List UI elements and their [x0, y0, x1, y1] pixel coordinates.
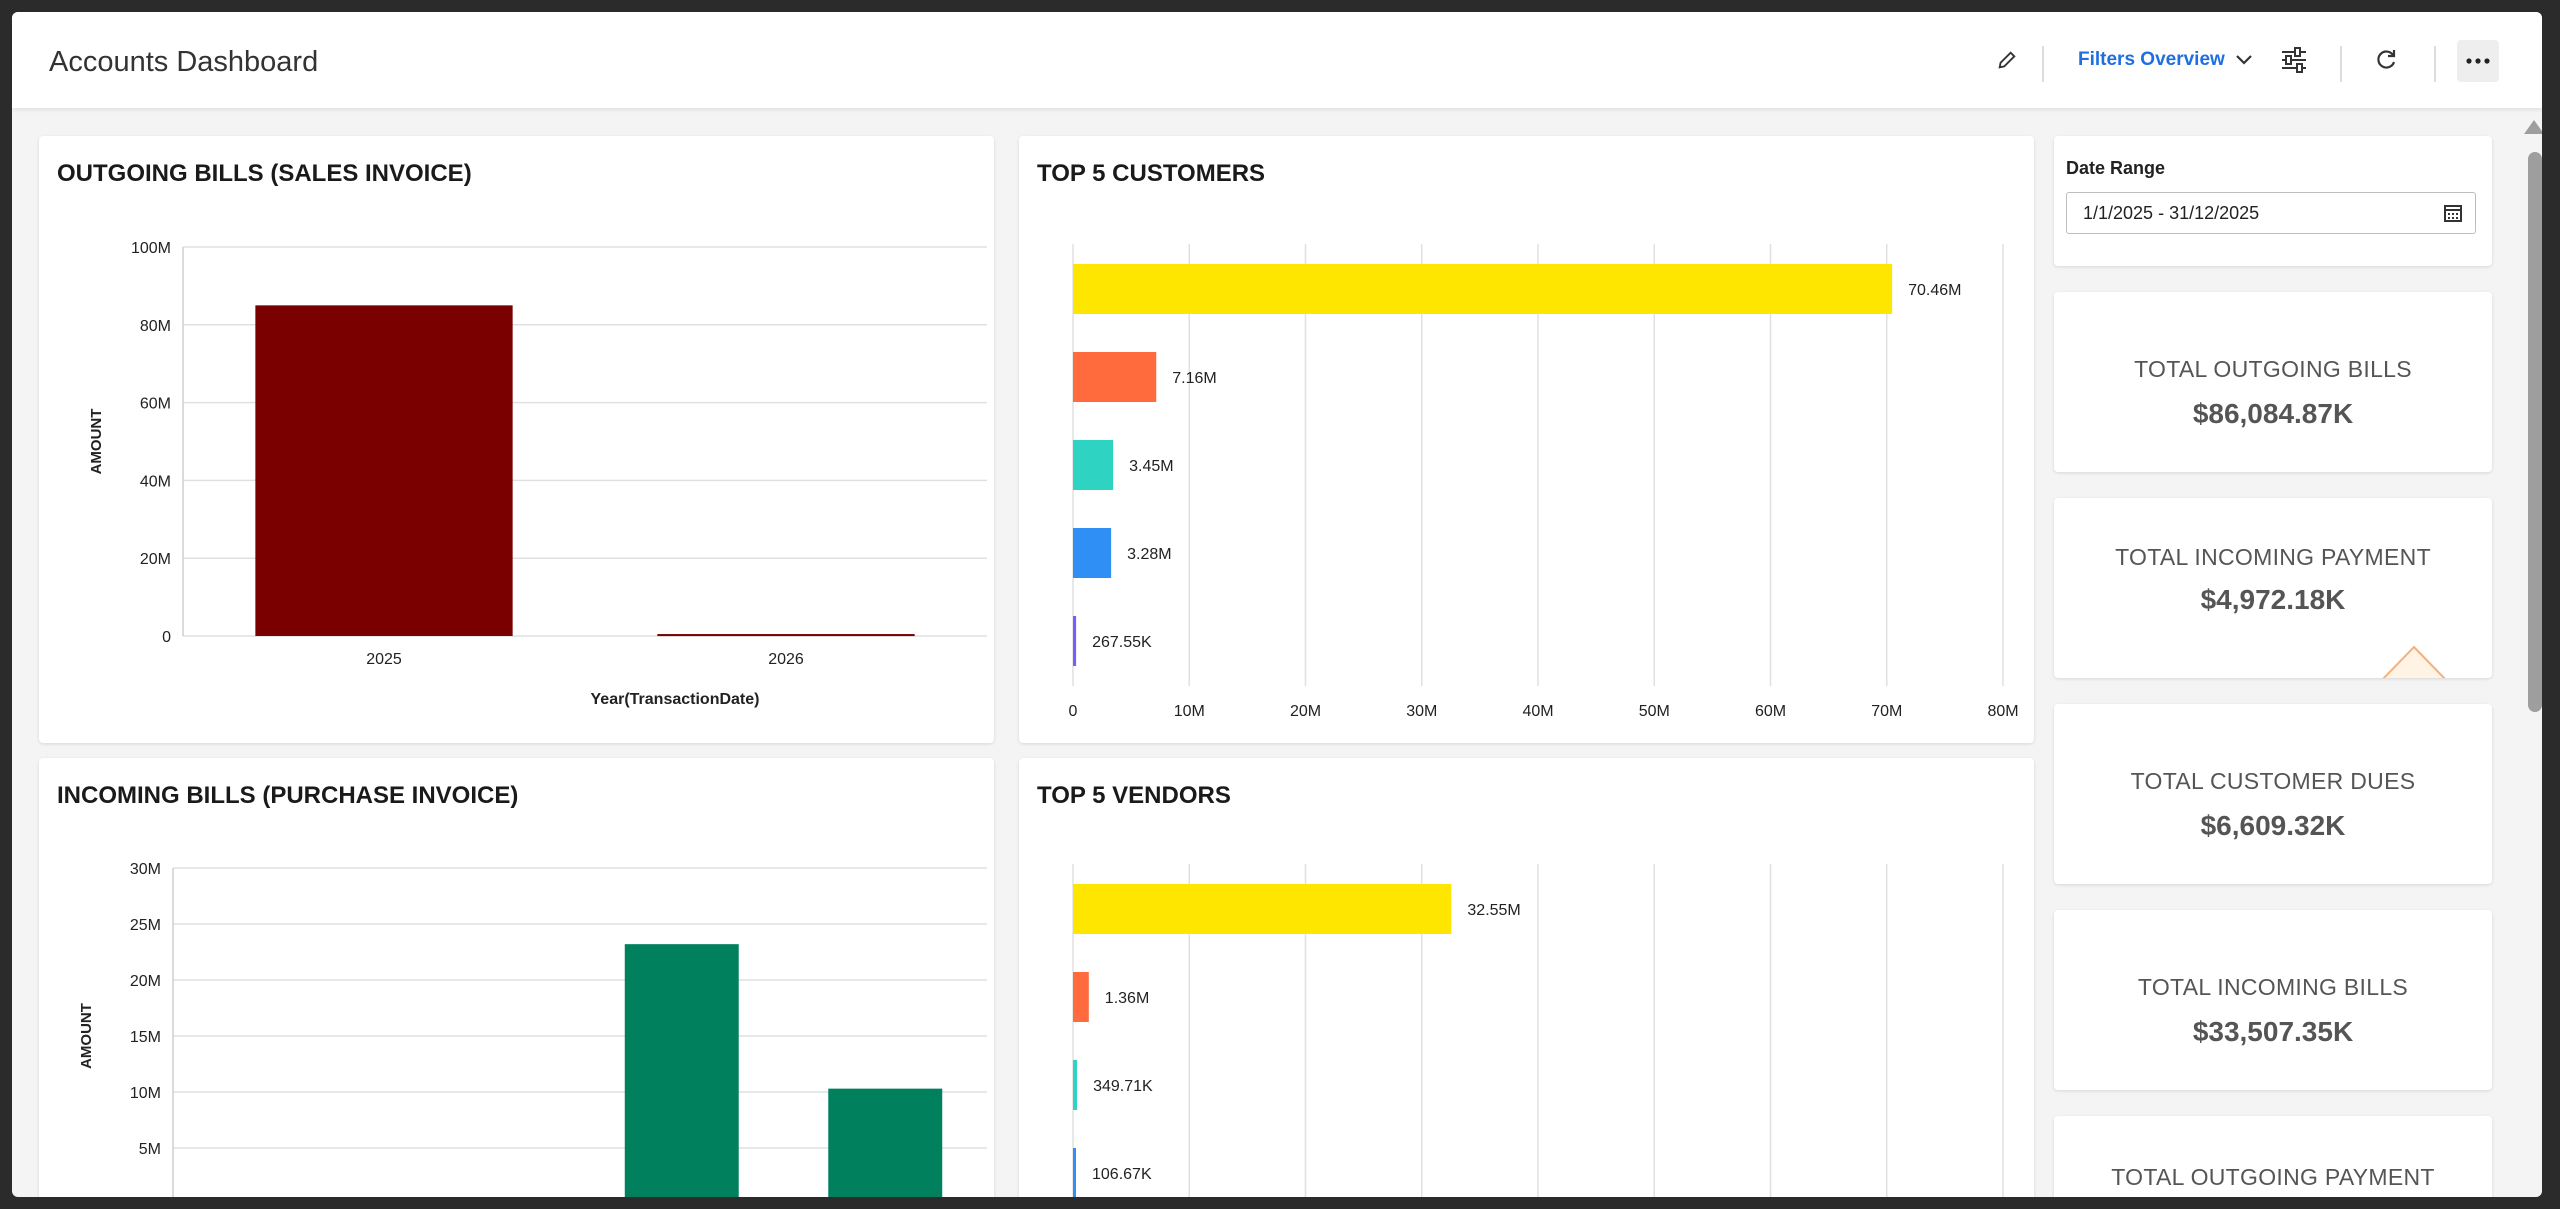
- bar: [1073, 1060, 1078, 1110]
- filter-settings-button[interactable]: [2276, 42, 2312, 78]
- bar: [657, 634, 915, 637]
- top-customers-chart: 0 10M 20M 30M 40M 50M 60M 70M 80M 70.46M 7.16M 3.45…: [1069, 244, 2019, 720]
- kpi-value: $86,084.87K: [2192, 398, 2354, 429]
- data-label: 70.46M: [1908, 282, 1961, 299]
- kpi-label: TOTAL OUTGOING PAYMENT: [2111, 1164, 2435, 1190]
- y-tick-label: 10M: [130, 1085, 161, 1102]
- x-tick-label: 50M: [1639, 703, 1670, 720]
- kpi-label: TOTAL INCOMING BILLS: [2137, 974, 2409, 1000]
- date-range-input[interactable]: 1/1/2025 - 31/12/2025: [2066, 192, 2476, 234]
- outgoing-bills-chart: 0 20M 40M 60M 80M 100M 2025 2026 AMOUNT Year(Tran…: [88, 240, 987, 708]
- data-label: 106.67K: [1092, 1166, 1152, 1183]
- bar: [255, 305, 513, 636]
- more-options-button[interactable]: [2457, 40, 2499, 82]
- y-tick-label: 30M: [130, 861, 161, 878]
- bar: [1073, 352, 1157, 402]
- y-tick-label: 20M: [140, 551, 171, 568]
- kpi-label: TOTAL INCOMING PAYMENT: [2115, 544, 2431, 570]
- pencil-icon: [1998, 51, 2016, 69]
- kpi-card-total-incoming-bills[interactable]: TOTAL INCOMING BILLS $33,507.35K: [2054, 910, 2492, 1090]
- incoming-bills-card: INCOMING BILLS (PURCHASE INVOICE) 0 5M 10M…: [39, 758, 994, 1197]
- kpi-label: TOTAL OUTGOING BILLS: [2134, 356, 2412, 382]
- header-divider: [2340, 46, 2342, 82]
- scrollbar-thumb[interactable]: [2528, 152, 2542, 712]
- chevron-down-icon: [2236, 55, 2252, 65]
- bar: [828, 1088, 943, 1197]
- kpi-card-total-incoming-payment[interactable]: TOTAL INCOMING PAYMENT $4,972.18K: [2054, 498, 2492, 678]
- bar: [1073, 972, 1089, 1022]
- chart-title: TOP 5 CUSTOMERS: [1037, 160, 1266, 187]
- x-tick-label: 80M: [1987, 703, 2018, 720]
- top-vendors-card: TOP 5 VENDORS 32.55M 1.36M 349.71K 106.67K: [1019, 758, 2034, 1197]
- filters-overview-label: Filters Overview: [2078, 49, 2225, 70]
- dashboard-window: Accounts Dashboard Filters Overview: [12, 12, 2542, 1197]
- data-label: 1.36M: [1105, 990, 1149, 1007]
- y-tick-label: 20M: [130, 973, 161, 990]
- bar: [1073, 264, 1893, 314]
- trend-indicator-icon: [2382, 645, 2446, 678]
- data-label: 3.45M: [1129, 458, 1173, 475]
- date-range-label: Date Range: [2066, 158, 2166, 178]
- kpi-value: $6,609.32K: [2200, 810, 2346, 841]
- data-label: 7.16M: [1172, 370, 1216, 387]
- x-tick-label: 2026: [768, 651, 804, 668]
- x-tick-label: 60M: [1755, 703, 1786, 720]
- date-range-value: 1/1/2025 - 31/12/2025: [2083, 202, 2260, 223]
- x-tick-label: 0: [1069, 703, 1078, 720]
- bar: [1073, 1148, 1076, 1197]
- bar: [1073, 440, 1114, 490]
- refresh-button[interactable]: [2368, 42, 2404, 78]
- bar: [624, 944, 739, 1197]
- x-axis-title: Year(TransactionDate): [591, 691, 760, 708]
- x-tick-label: 2025: [366, 651, 402, 668]
- data-label: 3.28M: [1127, 546, 1171, 563]
- edit-button[interactable]: [1989, 42, 2025, 78]
- x-tick-label: 70M: [1871, 703, 1902, 720]
- bar: [1073, 528, 1112, 578]
- y-tick-label: 25M: [130, 917, 161, 934]
- page-title: Accounts Dashboard: [49, 46, 319, 78]
- outgoing-bills-card: OUTGOING BILLS (SALES INVOICE) 0 20M 40M 60…: [39, 136, 994, 743]
- data-label: 267.55K: [1092, 634, 1152, 651]
- chart-title: OUTGOING BILLS (SALES INVOICE): [57, 160, 472, 187]
- data-label: 32.55M: [1467, 902, 1520, 919]
- y-tick-label: 40M: [140, 473, 171, 490]
- top-vendors-chart: 32.55M 1.36M 349.71K 106.67K: [1072, 864, 2004, 1197]
- bar: [1073, 616, 1077, 666]
- kpi-value: $33,507.35K: [2192, 1016, 2354, 1047]
- chart-title: TOP 5 VENDORS: [1037, 782, 1231, 809]
- x-tick-label: 40M: [1522, 703, 1553, 720]
- y-tick-label: 15M: [130, 1029, 161, 1046]
- kpi-card-total-outgoing-bills[interactable]: TOTAL OUTGOING BILLS $86,084.87K: [2054, 292, 2492, 472]
- data-label: 349.71K: [1093, 1078, 1153, 1095]
- bar: [1073, 884, 1452, 934]
- x-tick-label: 10M: [1174, 703, 1205, 720]
- sliders-icon: [2282, 47, 2306, 73]
- x-tick-label: 30M: [1406, 703, 1437, 720]
- more-horizontal-icon: [2466, 58, 2490, 64]
- y-axis-title: AMOUNT: [78, 1003, 95, 1069]
- y-tick-label: 5M: [139, 1141, 161, 1158]
- kpi-label: TOTAL CUSTOMER DUES: [2130, 768, 2416, 794]
- y-tick-label: 80M: [140, 318, 171, 335]
- y-tick-label: 100M: [131, 240, 171, 257]
- header-divider: [2042, 46, 2044, 82]
- header-divider: [2434, 46, 2436, 82]
- y-tick-label: 60M: [140, 396, 171, 413]
- date-range-card: Date Range 1/1/2025 - 31/12/2025: [2054, 136, 2492, 266]
- y-axis-title: AMOUNT: [88, 409, 105, 475]
- scroll-up-arrow[interactable]: [2524, 120, 2542, 134]
- y-tick-label: 0: [162, 629, 171, 646]
- refresh-icon: [2377, 50, 2396, 69]
- filters-overview-dropdown[interactable]: Filters Overview: [2078, 49, 2253, 71]
- dashboard-header: Accounts Dashboard Filters Overview: [12, 12, 2542, 108]
- kpi-value: $4,972.18K: [2200, 584, 2346, 615]
- chart-title: INCOMING BILLS (PURCHASE INVOICE): [57, 782, 519, 809]
- x-tick-label: 20M: [1290, 703, 1321, 720]
- top-customers-card: TOP 5 CUSTOMERS 0 10M 20M 30M 40M 50M 60M 70M 80…: [1019, 136, 2034, 743]
- kpi-card-total-outgoing-payment[interactable]: TOTAL OUTGOING PAYMENT: [2054, 1116, 2492, 1197]
- calendar-icon[interactable]: [2443, 203, 2463, 223]
- kpi-card-total-customer-dues[interactable]: TOTAL CUSTOMER DUES $6,609.32K: [2054, 704, 2492, 884]
